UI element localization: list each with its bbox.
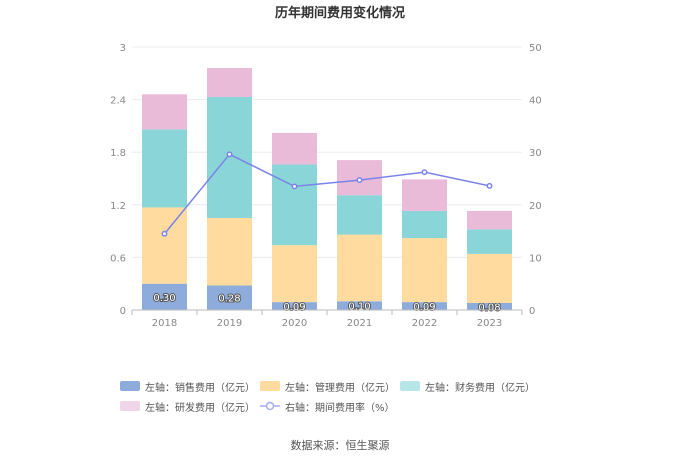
bar-segment bbox=[337, 234, 382, 302]
legend-swatch-admin bbox=[260, 381, 280, 391]
rate-point bbox=[161, 230, 168, 237]
rate-point bbox=[291, 183, 298, 190]
x-tick-label: 2019 bbox=[217, 318, 242, 329]
legend-item-rd[interactable]: 左轴：研发费用（亿元） bbox=[120, 399, 260, 414]
bar-segment bbox=[272, 132, 317, 165]
bar-segment bbox=[467, 253, 512, 303]
left-tick-label: 0 bbox=[120, 306, 126, 317]
legend-label-rd: 左轴：研发费用（亿元） bbox=[145, 402, 255, 414]
chart-title: 历年期间费用变化情况 bbox=[275, 5, 405, 21]
bar-segment bbox=[337, 195, 382, 235]
rate-point bbox=[226, 151, 233, 158]
bar-segment bbox=[272, 164, 317, 246]
x-tick-label: 2021 bbox=[347, 318, 372, 329]
bar-data-label: 0.09 bbox=[413, 302, 435, 313]
bar-segment bbox=[337, 301, 382, 310]
bar-data-label: 0.10 bbox=[348, 302, 370, 313]
legend-swatch-sales bbox=[120, 381, 140, 391]
legend-item-admin[interactable]: 左轴：管理费用（亿元） bbox=[260, 379, 400, 394]
rate-point bbox=[356, 177, 363, 184]
bar-segment bbox=[142, 129, 187, 208]
right-tick-label: 20 bbox=[529, 201, 542, 212]
bar-segment bbox=[402, 210, 447, 239]
x-tick-label: 2023 bbox=[477, 318, 502, 329]
source-note: 数据来源：恒生聚源 bbox=[290, 439, 390, 452]
legend-item-rate[interactable]: 右轴：期间费用率（%） bbox=[260, 399, 400, 414]
x-tick-label: 2018 bbox=[152, 318, 177, 329]
bar-data-label: 0.30 bbox=[153, 293, 175, 304]
bar-segment bbox=[142, 207, 187, 284]
bar-segment bbox=[142, 94, 187, 130]
legend-label-admin: 左轴：管理费用（亿元） bbox=[285, 382, 395, 394]
right-tick-label: 30 bbox=[529, 148, 542, 159]
bar-segment bbox=[467, 302, 512, 310]
bar-segment bbox=[207, 68, 252, 97]
left-tick-label: 2.4 bbox=[110, 96, 126, 107]
bar-segment bbox=[142, 283, 187, 310]
bar-segment bbox=[207, 285, 252, 310]
left-tick-label: 0.6 bbox=[110, 253, 126, 264]
bar-segment bbox=[272, 302, 317, 310]
bar-segment bbox=[402, 238, 447, 303]
legend-label-sales: 左轴：销售费用（亿元） bbox=[145, 382, 255, 394]
left-tick-label: 1.2 bbox=[110, 201, 126, 212]
legend-line-icon bbox=[260, 401, 280, 411]
right-tick-label: 0 bbox=[529, 306, 535, 317]
bar-segment bbox=[207, 96, 252, 218]
bar-segment bbox=[467, 229, 512, 254]
rate-point bbox=[486, 182, 493, 189]
legend-label-rate: 右轴：期间费用率（%） bbox=[285, 402, 395, 414]
bar-segment bbox=[467, 210, 512, 230]
bar-segment bbox=[402, 302, 447, 310]
bar-data-label: 0.08 bbox=[478, 302, 500, 313]
legend: 左轴：销售费用（亿元） 左轴：管理费用（亿元） 左轴：财务费用（亿元） 左轴：研… bbox=[120, 376, 560, 416]
legend-label-finance: 左轴：财务费用（亿元） bbox=[425, 382, 535, 394]
legend-swatch-finance bbox=[400, 381, 420, 391]
left-tick-label: 1.8 bbox=[110, 148, 126, 159]
right-tick-label: 10 bbox=[529, 253, 542, 264]
x-tick-label: 2020 bbox=[282, 318, 307, 329]
left-tick-label: 3 bbox=[120, 43, 126, 54]
legend-item-finance[interactable]: 左轴：财务费用（亿元） bbox=[400, 379, 540, 394]
right-tick-label: 50 bbox=[529, 43, 542, 54]
bar-segment bbox=[402, 179, 447, 211]
bar-segment bbox=[207, 217, 252, 286]
legend-item-sales[interactable]: 左轴：销售费用（亿元） bbox=[120, 379, 260, 394]
legend-swatch-rd bbox=[120, 401, 140, 411]
bar-data-label: 0.28 bbox=[218, 294, 240, 305]
right-tick-label: 40 bbox=[529, 96, 542, 107]
bar-data-label: 0.09 bbox=[283, 302, 305, 313]
bar-segment bbox=[272, 245, 317, 303]
rate-point bbox=[421, 169, 428, 176]
x-tick-label: 2022 bbox=[412, 318, 437, 329]
rate-line bbox=[163, 153, 490, 235]
